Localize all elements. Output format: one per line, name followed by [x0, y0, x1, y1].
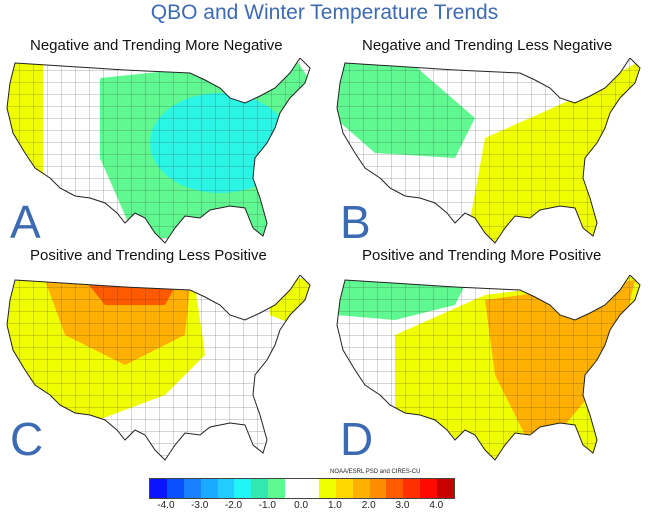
- colorbar-swatch: [200, 479, 218, 498]
- map-panel-d: [336, 275, 641, 461]
- colorbar-label: 2.0: [361, 500, 376, 511]
- colorbar-label: -2.0: [224, 500, 243, 511]
- panel-c-title: Positive and Trending Less Positive: [30, 247, 267, 264]
- figure-title: QBO and Winter Temperature Trends: [150, 1, 499, 24]
- colorbar-swatch: [386, 479, 404, 498]
- colorbar-label: 0.0: [294, 500, 309, 511]
- colorbar: [149, 478, 456, 499]
- colorbar-swatch: [352, 479, 370, 498]
- colorbar-label: -4.0: [157, 500, 175, 511]
- colorbar-swatch: [420, 479, 438, 498]
- colorbar-swatch: [335, 479, 353, 498]
- panel-c-letter: C: [10, 413, 44, 465]
- colorbar-label: -1.0: [258, 500, 276, 511]
- panel-b-letter: B: [340, 196, 371, 248]
- map-panel-a: [6, 58, 311, 244]
- colorbar-swatch: [318, 479, 336, 498]
- colorbar-swatch: [217, 479, 235, 498]
- colorbar-swatch: [268, 479, 286, 498]
- colorbar-label: 3.0: [395, 500, 410, 511]
- colorbar-swatch: [285, 479, 303, 498]
- data-credit: NOAA/ESRL PSD and CIRES-CU: [330, 469, 421, 475]
- colorbar-swatch: [302, 479, 319, 498]
- colorbar-label: 4.0: [429, 500, 444, 511]
- panel-d-title: Positive and Trending More Positive: [362, 247, 602, 264]
- colorbar-swatch: [234, 479, 252, 498]
- panel-a-letter: A: [10, 196, 41, 248]
- panel-d-letter: D: [340, 413, 374, 465]
- colorbar-swatch: [251, 479, 269, 498]
- colorbar-swatch: [369, 479, 387, 498]
- colorbar-swatch: [403, 479, 421, 498]
- map-panel-b: [336, 58, 641, 244]
- panel-a-title: Negative and Trending More Negative: [30, 37, 283, 54]
- colorbar-label: 1.0: [327, 500, 342, 511]
- colorbar-swatch: [183, 479, 201, 498]
- colorbar-swatch: [166, 479, 184, 498]
- colorbar-swatch: [437, 479, 455, 498]
- panel-b-title: Negative and Trending Less Negative: [362, 37, 613, 54]
- map-panel-c: [6, 275, 311, 461]
- colorbar-label: -3.0: [191, 500, 209, 511]
- colorbar-swatch: [150, 479, 167, 498]
